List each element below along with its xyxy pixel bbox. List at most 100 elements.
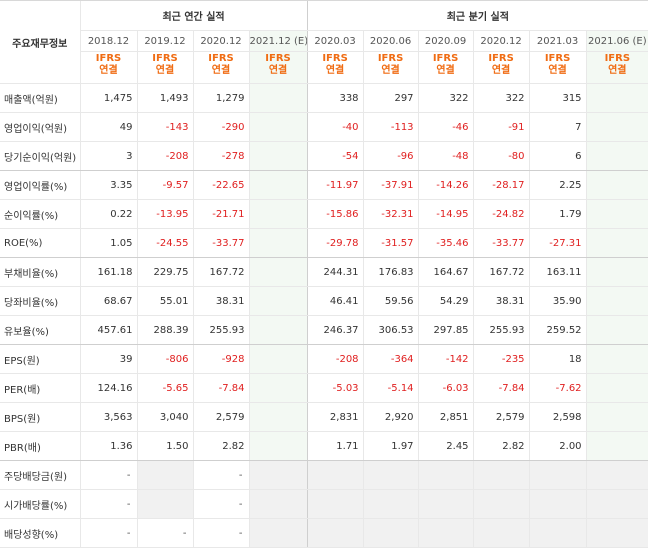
value-cell: -33.77 bbox=[472, 228, 530, 258]
consolidated-label: 연결 bbox=[325, 65, 345, 76]
table-row: 영업이익률(%) 3.35 -9.57 -22.65 -11.97 -37.91 -14.2… bbox=[0, 170, 648, 200]
value-cell: 38.31 bbox=[472, 286, 530, 316]
accounting-standard-label: IFRS 연결 bbox=[248, 51, 308, 84]
value-cell: 167.72 bbox=[472, 257, 530, 287]
value-cell: - bbox=[192, 518, 249, 548]
value-cell: -27.31 bbox=[528, 228, 587, 258]
consolidated-label: 연결 bbox=[608, 65, 627, 76]
value-cell: -91 bbox=[472, 112, 530, 142]
table-row: BPS(원) 3,563 3,040 2,579 2,831 2,920 2,851 2,57… bbox=[0, 402, 648, 432]
value-cell: -29.78 bbox=[306, 228, 364, 258]
value-cell bbox=[585, 373, 648, 403]
value-cell: -11.97 bbox=[306, 170, 364, 200]
table-row: 당좌비율(%) 68.67 55.01 38.31 46.41 59.56 54.29 38.… bbox=[0, 286, 648, 316]
value-cell: 35.90 bbox=[528, 286, 587, 316]
value-cell bbox=[528, 460, 587, 490]
ifrs-label: IFRS bbox=[322, 53, 348, 64]
value-cell bbox=[472, 460, 530, 490]
value-cell: -31.57 bbox=[362, 228, 419, 258]
row-label: ROE(%) bbox=[0, 228, 80, 258]
value-cell: 55.01 bbox=[136, 286, 193, 316]
value-cell: - bbox=[192, 460, 249, 490]
value-cell: 2,920 bbox=[362, 402, 419, 432]
value-cell bbox=[585, 315, 648, 345]
consolidated-label: 연결 bbox=[99, 65, 118, 76]
row-label: BPS(원) bbox=[0, 402, 80, 432]
value-cell bbox=[306, 518, 364, 548]
period-header-estimate: 2021.12 (E) bbox=[248, 30, 308, 52]
value-cell: 244.31 bbox=[306, 257, 364, 287]
ifrs-label: IFRS bbox=[377, 53, 404, 64]
annual-group-header: 최근 연간 실적 bbox=[79, 0, 308, 31]
value-cell bbox=[585, 83, 648, 113]
value-cell: -5.03 bbox=[306, 373, 364, 403]
table-row: 배당성향(%) - - - bbox=[0, 518, 648, 548]
value-cell: -14.26 bbox=[417, 170, 474, 200]
value-cell bbox=[417, 518, 474, 548]
value-cell: 2,579 bbox=[472, 402, 530, 432]
period-header: 2019.12 bbox=[136, 30, 193, 52]
accounting-standard-label: IFRS 연결 bbox=[362, 51, 419, 84]
value-cell: -5.14 bbox=[362, 373, 419, 403]
value-cell: 59.56 bbox=[362, 286, 419, 316]
value-cell: -235 bbox=[472, 344, 530, 374]
value-cell bbox=[585, 141, 648, 171]
value-cell: 6 bbox=[528, 141, 587, 171]
period-header: 2020.12 bbox=[192, 30, 249, 52]
value-cell: -21.71 bbox=[192, 199, 249, 229]
table-row: 부채비율(%) 161.18 229.75 167.72 244.31 176.83 164… bbox=[0, 257, 648, 287]
value-cell: 255.93 bbox=[472, 315, 530, 345]
value-cell: 1.50 bbox=[136, 431, 193, 461]
table-row: 매출액(억원) 1,475 1,493 1,279 338 297 322 322 315 bbox=[0, 83, 648, 113]
value-cell: -113 bbox=[362, 112, 419, 142]
value-cell: -40 bbox=[306, 112, 364, 142]
ifrs-label: IFRS bbox=[604, 53, 631, 64]
value-cell: 297 bbox=[362, 83, 419, 113]
value-cell bbox=[362, 518, 419, 548]
value-cell: -33.77 bbox=[192, 228, 249, 258]
value-cell: -24.82 bbox=[472, 199, 530, 229]
value-cell bbox=[248, 402, 308, 432]
value-cell bbox=[585, 112, 648, 142]
value-cell bbox=[528, 518, 587, 548]
value-cell: 68.67 bbox=[79, 286, 137, 316]
ifrs-label: IFRS bbox=[488, 53, 514, 64]
value-cell: -14.95 bbox=[417, 199, 474, 229]
value-cell: 0.22 bbox=[79, 199, 137, 229]
value-cell: 315 bbox=[528, 83, 587, 113]
value-cell bbox=[585, 199, 648, 229]
table-row: ROE(%) 1.05 -24.55 -33.77 -29.78 -31.57 -35.46… bbox=[0, 228, 648, 258]
value-cell: 322 bbox=[417, 83, 474, 113]
row-label: 시가배당률(%) bbox=[0, 489, 80, 519]
value-cell: 1.05 bbox=[79, 228, 137, 258]
value-cell bbox=[306, 460, 364, 490]
value-cell bbox=[248, 199, 308, 229]
value-cell bbox=[585, 170, 648, 200]
value-cell: 255.93 bbox=[192, 315, 249, 345]
value-cell: -290 bbox=[192, 112, 249, 142]
value-cell: 167.72 bbox=[192, 257, 249, 287]
table-row: PER(배) 124.16 -5.65 -7.84 -5.03 -5.14 -6.03 -7.… bbox=[0, 373, 648, 403]
value-cell bbox=[585, 286, 648, 316]
value-cell: - bbox=[79, 460, 137, 490]
value-cell bbox=[248, 489, 308, 519]
value-cell: -9.57 bbox=[136, 170, 193, 200]
value-cell bbox=[248, 431, 308, 461]
period-header: 2020.09 bbox=[417, 30, 474, 52]
value-cell bbox=[585, 257, 648, 287]
value-cell bbox=[248, 373, 308, 403]
value-cell: 2,579 bbox=[192, 402, 249, 432]
value-cell: 18 bbox=[528, 344, 587, 374]
value-cell: -48 bbox=[417, 141, 474, 171]
value-cell bbox=[585, 489, 648, 519]
value-cell: 164.67 bbox=[417, 257, 474, 287]
value-cell: 2.45 bbox=[417, 431, 474, 461]
table-row: 유보율(%) 457.61 288.39 255.93 246.37 306.53 297.… bbox=[0, 315, 648, 345]
row-label: PBR(배) bbox=[0, 431, 80, 461]
accounting-standard-label: IFRS 연결 bbox=[306, 51, 364, 84]
value-cell: -208 bbox=[136, 141, 193, 171]
value-cell: 1.71 bbox=[306, 431, 364, 461]
value-cell: -806 bbox=[136, 344, 193, 374]
period-header: 2020.06 bbox=[362, 30, 419, 52]
value-cell: - bbox=[79, 518, 137, 548]
